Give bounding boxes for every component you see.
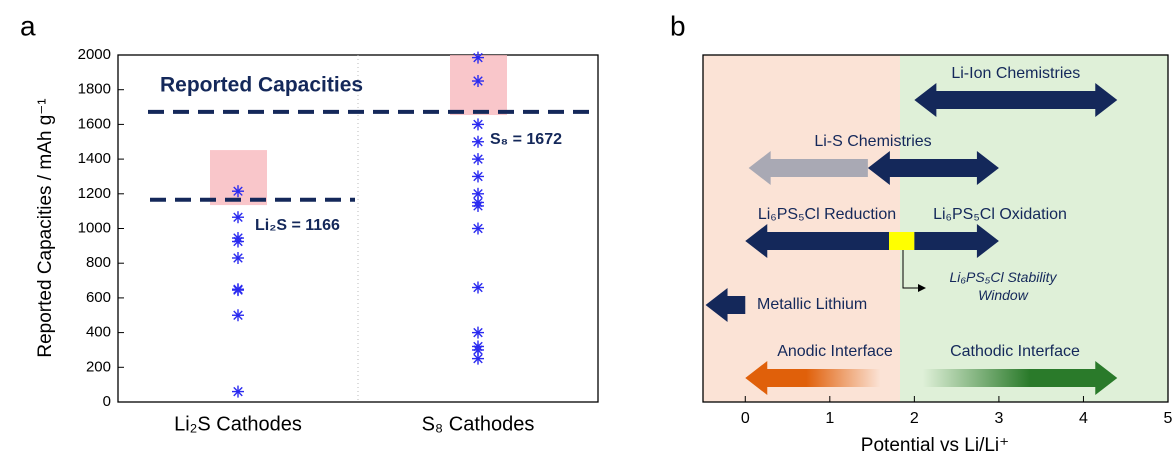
x-axis-label: Potential vs Li/Li⁺: [861, 435, 1009, 456]
reference-label: S₈ = 1672: [490, 131, 562, 148]
data-point: [472, 222, 484, 235]
data-point: [232, 309, 244, 322]
y-tick-label: 0: [103, 393, 111, 410]
x-tick-label: S₈ Cathodes: [422, 413, 535, 435]
y-tick-label: 1800: [78, 81, 111, 98]
x-tick-label: 4: [1079, 410, 1088, 427]
arrow-label: Cathodic Interface: [950, 343, 1080, 360]
marker-stroke: [473, 119, 483, 130]
arrow-label: Li₆PS₅Cl Oxidation: [933, 206, 1067, 223]
arrow-label: Li₆PS₅Cl Reduction: [758, 206, 896, 223]
data-point: [232, 251, 244, 264]
range-arrow: [914, 83, 1118, 117]
marker-stroke: [233, 236, 243, 247]
y-axis-label: Reported Capacities / mAh g⁻¹: [35, 98, 56, 357]
y-tick-label: 1600: [78, 115, 111, 132]
range-arrow: [889, 232, 915, 250]
range-arrow: [745, 224, 889, 258]
y-tick-label: 1400: [78, 150, 111, 167]
x-tick-label: 1: [825, 410, 834, 427]
marker-stroke: [233, 253, 243, 263]
x-tick-label: Li₂S Cathodes: [174, 413, 302, 435]
data-point: [232, 211, 244, 224]
marker-stroke: [233, 386, 243, 397]
x-tick-label: 5: [1164, 410, 1173, 427]
marker-stroke: [473, 327, 483, 338]
marker-stroke: [473, 353, 483, 364]
data-point: [472, 153, 484, 166]
data-point: [232, 235, 244, 248]
y-tick-label: 600: [86, 289, 111, 306]
x-tick-label: 0: [741, 410, 750, 427]
range-arrow: [705, 288, 746, 322]
region: [899, 55, 1168, 402]
chart-title: Reported Capacities: [160, 74, 363, 97]
data-point: [472, 135, 484, 148]
data-point: [232, 185, 244, 198]
marker-stroke: [473, 137, 483, 147]
marker-stroke: [473, 52, 483, 63]
marker-stroke: [473, 171, 483, 182]
marker-stroke: [473, 223, 483, 234]
marker-stroke: [473, 154, 483, 164]
range-arrow: [922, 361, 1118, 395]
y-tick-label: 1200: [78, 185, 111, 202]
arrow-label: Metallic Lithium: [757, 296, 867, 313]
marker-stroke: [233, 186, 243, 196]
data-point: [472, 118, 484, 131]
plot-area: [702, 54, 1169, 403]
x-tick-label: 3: [994, 410, 1003, 427]
marker-stroke: [473, 76, 483, 86]
arrow-label: Li-S Chemistries: [814, 133, 931, 150]
data-point: [472, 352, 484, 365]
range-arrow: [748, 151, 868, 185]
y-tick-label: 2000: [78, 46, 111, 63]
annotation-box: Li₆PS₅Cl Stability Window: [949, 269, 1057, 303]
y-tick-label: 1000: [78, 219, 111, 236]
data-point: [472, 326, 484, 339]
range-arrow: [745, 361, 881, 395]
marker-stroke: [473, 282, 483, 293]
marker-stroke: [233, 310, 243, 320]
panel-label: b: [670, 10, 686, 41]
range-arrow: [867, 151, 999, 185]
arrow-label: Li-Ion Chemistries: [951, 65, 1080, 82]
y-tick-label: 400: [86, 324, 111, 341]
reference-label: Li₂S = 1166: [255, 217, 340, 234]
y-tick-label: 800: [86, 254, 111, 271]
data-point: [232, 284, 244, 297]
arrow-label: Anodic Interface: [777, 343, 893, 360]
x-tick-label: 2: [910, 410, 919, 427]
marker-stroke: [473, 345, 483, 355]
data-point: [472, 170, 484, 183]
region: [703, 55, 900, 402]
panel-label: a: [20, 10, 36, 41]
marker-stroke: [473, 189, 483, 199]
data-point: [472, 51, 484, 64]
data-point: [472, 75, 484, 88]
data-point: [472, 199, 484, 212]
range-arrow: [914, 224, 999, 258]
y-tick-label: 200: [86, 358, 111, 375]
marker-stroke: [473, 201, 483, 211]
marker-stroke: [233, 285, 243, 295]
data-point: [232, 385, 244, 398]
data-point: [472, 281, 484, 294]
annotation-pointer: [902, 250, 926, 292]
annotation: Li₆PS₅Cl Stability Window: [949, 269, 1057, 303]
marker-stroke: [233, 212, 243, 222]
